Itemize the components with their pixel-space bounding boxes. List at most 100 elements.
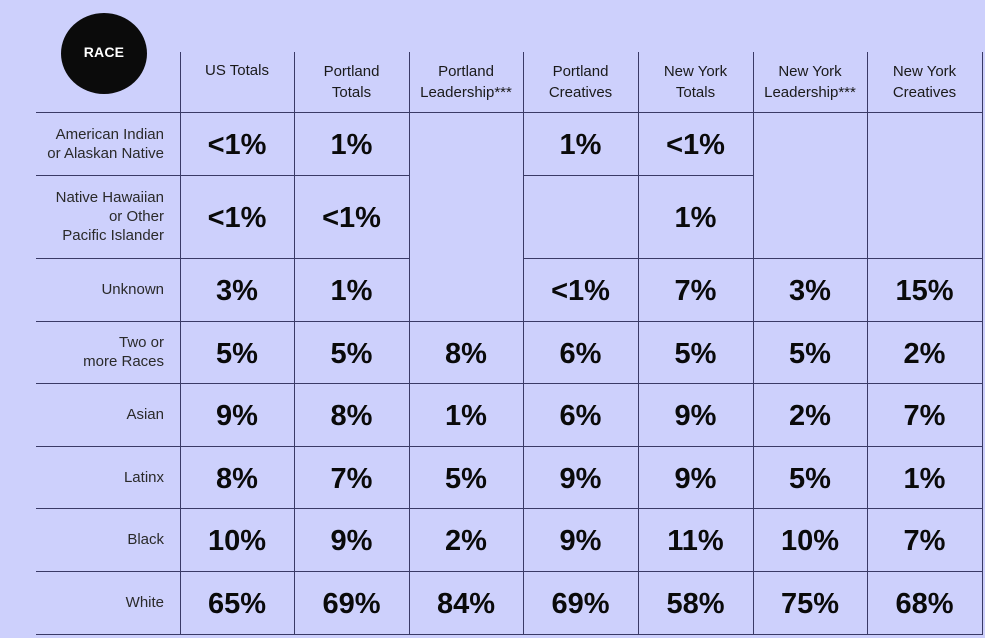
grid-horizontal-line xyxy=(523,508,639,509)
grid-vertical-line xyxy=(409,52,410,634)
cell-value: 1% xyxy=(330,129,373,161)
column-header-line: Creatives xyxy=(892,84,957,101)
column-header: New York Creatives xyxy=(867,60,982,104)
cell-value: 9% xyxy=(559,462,602,495)
row-label: Black xyxy=(36,508,164,571)
grid-horizontal-line xyxy=(294,571,410,572)
column-header: New York Leadership*** xyxy=(753,60,867,104)
row-label: Native Hawaiian or Other Pacific Islander xyxy=(36,175,164,258)
race-badge: RACE xyxy=(61,13,147,94)
grid-horizontal-line xyxy=(638,175,754,176)
grid-horizontal-line xyxy=(753,321,868,322)
cell-value: 5% xyxy=(330,337,373,370)
cell-value: 1% xyxy=(445,400,487,432)
column-header-line: Portland xyxy=(438,63,494,80)
grid-horizontal-line xyxy=(294,258,410,259)
grid-horizontal-line xyxy=(409,446,524,447)
grid-horizontal-line xyxy=(638,258,754,259)
grid-horizontal-line xyxy=(523,571,639,572)
cell-value: 1% xyxy=(559,129,602,161)
row-label-line: Latinx xyxy=(123,468,164,486)
grid-horizontal-line xyxy=(409,634,524,635)
grid-horizontal-line xyxy=(180,446,295,447)
cell-value: 10% xyxy=(207,525,267,557)
grid-horizontal-line xyxy=(180,383,295,384)
row-label-line: Native Hawaiian xyxy=(55,189,164,206)
column-header-line: Leadership*** xyxy=(420,84,512,101)
cell-value: 8% xyxy=(445,337,487,370)
grid-horizontal-line xyxy=(294,112,410,113)
cell-value: 8% xyxy=(216,462,258,495)
cell-value: 69% xyxy=(551,588,610,620)
column-header: New York Totals xyxy=(638,60,753,104)
column-header-line: Creatives xyxy=(548,84,613,101)
grid-horizontal-line xyxy=(523,634,639,635)
cell-value: 11% xyxy=(667,525,724,557)
grid-horizontal-line xyxy=(753,508,868,509)
grid-horizontal-line xyxy=(294,446,410,447)
cell-value: <1% xyxy=(207,202,267,234)
grid-horizontal-line xyxy=(294,321,410,322)
grid-horizontal-line xyxy=(867,446,983,447)
row-label-line: American Indian xyxy=(55,125,164,143)
grid-horizontal-line xyxy=(523,383,639,384)
cell-value: 1% xyxy=(903,462,946,495)
cell-value: 2% xyxy=(445,525,487,557)
grid-horizontal-line xyxy=(36,175,180,176)
cell-value: 10% xyxy=(780,525,840,557)
grid-horizontal-line xyxy=(409,383,524,384)
grid-horizontal-line xyxy=(36,508,180,509)
cell-value: 5% xyxy=(216,337,258,370)
grid-horizontal-line xyxy=(753,446,868,447)
cell-value: 75% xyxy=(780,588,840,620)
grid-horizontal-line xyxy=(36,634,180,635)
row-label-line: or Alaskan Native xyxy=(47,144,164,162)
grid-vertical-line xyxy=(294,52,295,634)
grid-horizontal-line xyxy=(294,175,410,176)
column-header: US Totals xyxy=(180,60,294,104)
cell-value: 9% xyxy=(674,462,717,495)
cell-value: 3% xyxy=(789,275,831,307)
cell-value: 6% xyxy=(559,400,602,432)
grid-horizontal-line xyxy=(638,634,754,635)
row-label-line: Unknown xyxy=(101,281,164,298)
grid-vertical-line xyxy=(523,52,524,634)
grid-horizontal-line xyxy=(180,634,295,635)
race-badge-label: RACE xyxy=(83,43,125,60)
grid-horizontal-line xyxy=(294,634,410,635)
cell-value: 69% xyxy=(322,588,381,620)
grid-horizontal-line xyxy=(36,112,180,113)
grid-horizontal-line xyxy=(753,383,868,384)
column-header-line: US Totals xyxy=(205,62,269,79)
row-label-line: Pacific Islander xyxy=(62,227,164,244)
grid-horizontal-line xyxy=(867,508,983,509)
column-header-line: Totals xyxy=(331,84,372,101)
column-header-line: Leadership*** xyxy=(764,84,856,101)
cell-value: 5% xyxy=(674,337,717,370)
column-header-line: Totals xyxy=(675,84,716,101)
cell-value: 9% xyxy=(330,525,373,557)
grid-horizontal-line xyxy=(36,258,180,259)
cell-value: 68% xyxy=(895,588,954,620)
grid-horizontal-line xyxy=(753,112,868,113)
column-header: Portland Leadership*** xyxy=(409,60,523,104)
column-header-line: Portland xyxy=(323,63,380,80)
grid-horizontal-line xyxy=(523,175,639,176)
grid-horizontal-line xyxy=(638,383,754,384)
column-header-line: Portland xyxy=(552,63,609,80)
row-label: American Indian or Alaskan Native xyxy=(36,112,164,175)
grid-horizontal-line xyxy=(867,258,983,259)
cell-value: 1% xyxy=(674,202,717,234)
row-label: Two or more Races xyxy=(36,321,164,383)
grid-vertical-line xyxy=(982,52,983,634)
grid-horizontal-line xyxy=(867,112,983,113)
grid-horizontal-line xyxy=(753,571,868,572)
column-header: Portland Creatives xyxy=(523,60,638,104)
cell-value: 7% xyxy=(903,400,946,432)
row-label-line: Asian xyxy=(126,406,164,423)
grid-horizontal-line xyxy=(294,508,410,509)
grid-horizontal-line xyxy=(523,258,639,259)
row-label-line: more Races xyxy=(83,353,164,370)
grid-horizontal-line xyxy=(36,446,180,447)
grid-horizontal-line xyxy=(409,571,524,572)
